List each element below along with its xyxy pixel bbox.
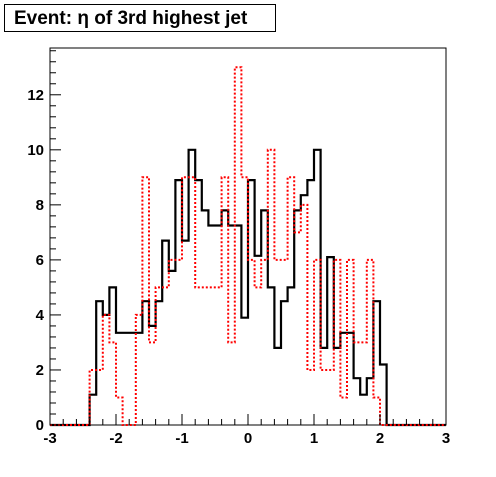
y-tick-label: 4	[36, 307, 45, 324]
y-tick-label: 2	[36, 362, 44, 379]
y-tick-label: 0	[36, 417, 44, 434]
x-tick-label: -2	[109, 430, 122, 447]
x-tick-label: 1	[310, 430, 318, 447]
x-tick-label: -1	[175, 430, 188, 447]
y-tick-label: 8	[36, 197, 44, 214]
x-tick-label: 3	[442, 430, 450, 447]
y-tick-label: 12	[27, 87, 44, 104]
y-tick-label: 6	[36, 252, 44, 269]
title-box: Event: η of 3rd highest jet	[4, 4, 276, 32]
x-tick-label: 2	[376, 430, 384, 447]
x-tick-label: 0	[244, 430, 252, 447]
y-tick-label: 10	[27, 142, 44, 159]
chart-title: Event: η of 3rd highest jet	[14, 8, 248, 29]
x-tick-label: -3	[43, 430, 56, 447]
series-line-red-dotted	[50, 66, 446, 426]
